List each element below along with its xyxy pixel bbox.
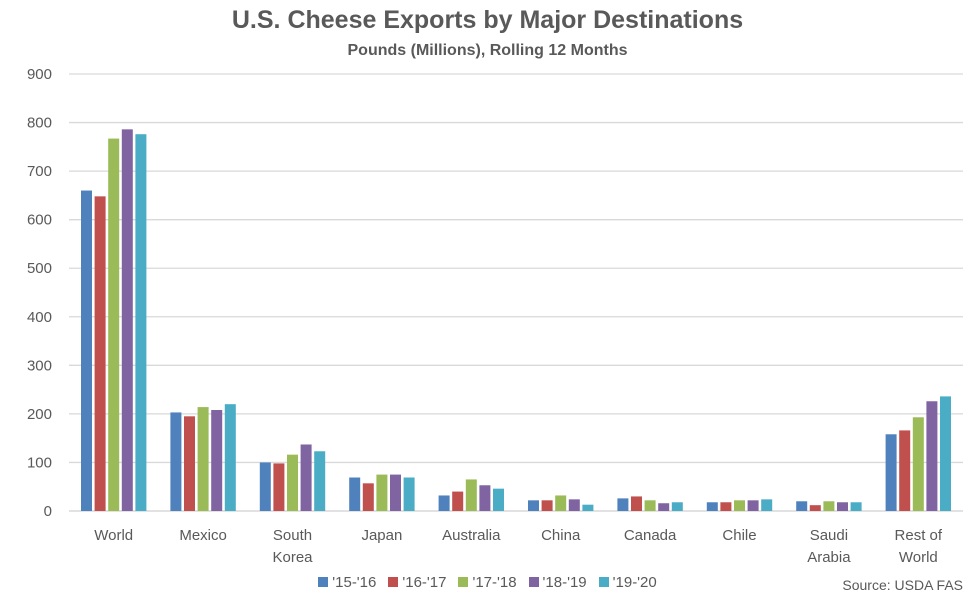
bar bbox=[273, 463, 285, 511]
bar bbox=[644, 500, 656, 511]
bar bbox=[940, 396, 951, 511]
chart-title: U.S. Cheese Exports by Major Destination… bbox=[231, 6, 744, 34]
bar bbox=[617, 498, 629, 511]
bar bbox=[809, 505, 821, 511]
legend: '15-'16 '16-'17 '17-'18 '18-'19 '19-'20 bbox=[0, 574, 975, 591]
bar bbox=[170, 412, 182, 511]
y-tick-label: 500 bbox=[27, 260, 52, 277]
bar bbox=[734, 500, 745, 511]
bar bbox=[94, 196, 106, 512]
bar bbox=[184, 416, 195, 511]
bar bbox=[287, 454, 298, 511]
bar bbox=[720, 502, 732, 511]
x-tick-label: China bbox=[541, 527, 581, 544]
bar bbox=[555, 495, 567, 511]
y-tick-label: 800 bbox=[27, 115, 52, 132]
x-tick-label: Chile bbox=[722, 527, 756, 544]
x-tick-label: World bbox=[899, 549, 938, 566]
x-tick-label: Rest of bbox=[895, 527, 943, 544]
bar bbox=[135, 134, 147, 511]
legend-item: '18-'19 bbox=[528, 574, 587, 591]
bar bbox=[912, 417, 924, 511]
bar bbox=[438, 495, 450, 511]
bar bbox=[211, 410, 223, 511]
chart-subtitle: Pounds (Millions), Rolling 12 Months bbox=[347, 42, 628, 59]
x-tick-label: South bbox=[273, 527, 312, 544]
bar bbox=[224, 404, 236, 511]
bar bbox=[706, 502, 718, 511]
legend-item: '19-'20 bbox=[598, 574, 657, 591]
legend-label: '19-'20 bbox=[612, 574, 657, 591]
bar bbox=[796, 501, 808, 511]
bar bbox=[837, 502, 848, 511]
bar bbox=[314, 451, 326, 511]
x-tick-label: Korea bbox=[272, 549, 313, 566]
bar bbox=[658, 503, 670, 511]
y-tick-label: 600 bbox=[27, 212, 52, 229]
bar bbox=[376, 474, 388, 511]
bar bbox=[259, 462, 271, 511]
legend-swatch bbox=[318, 577, 329, 587]
x-tick-label: World bbox=[94, 527, 133, 544]
bar bbox=[528, 500, 539, 511]
bar bbox=[452, 491, 464, 511]
x-tick-label: Australia bbox=[442, 527, 501, 544]
bar bbox=[479, 485, 491, 511]
bar bbox=[121, 129, 133, 511]
bar bbox=[81, 190, 92, 512]
bar bbox=[349, 477, 361, 511]
bar bbox=[582, 504, 594, 511]
legend-label: '18-'19 bbox=[542, 574, 587, 591]
legend-item: '16-'17 bbox=[388, 574, 446, 591]
bar bbox=[761, 499, 773, 511]
x-tick-label: Mexico bbox=[179, 527, 227, 544]
bar bbox=[850, 502, 862, 511]
bar bbox=[465, 479, 477, 511]
bar bbox=[541, 500, 553, 511]
y-tick-label: 300 bbox=[27, 357, 52, 374]
bar bbox=[671, 502, 683, 511]
y-tick-label: 400 bbox=[27, 309, 52, 326]
bar bbox=[390, 474, 401, 511]
x-tick-label: Saudi bbox=[810, 527, 848, 544]
bar bbox=[885, 434, 897, 511]
legend-label: '16-'17 bbox=[402, 574, 447, 591]
bar bbox=[300, 444, 312, 511]
legend-swatch bbox=[458, 577, 469, 587]
bar bbox=[362, 483, 374, 511]
legend-label: '17-'18 bbox=[472, 574, 517, 591]
bar bbox=[747, 500, 759, 511]
x-tick-label: Canada bbox=[624, 527, 677, 544]
y-tick-label: 700 bbox=[27, 163, 52, 180]
bar bbox=[108, 138, 120, 511]
source-note: Source: USDA FAS bbox=[842, 577, 963, 593]
bar bbox=[403, 477, 415, 511]
legend-label: '15-'16 bbox=[332, 574, 377, 591]
legend-item: '17-'18 bbox=[458, 574, 517, 591]
y-tick-label: 200 bbox=[27, 406, 52, 423]
legend-swatch bbox=[598, 577, 609, 587]
y-tick-label: 0 bbox=[44, 503, 52, 520]
y-tick-label: 100 bbox=[27, 454, 52, 471]
bar bbox=[493, 488, 504, 511]
bar bbox=[631, 496, 642, 511]
bar bbox=[197, 407, 209, 511]
bar bbox=[899, 430, 911, 511]
x-tick-label: Arabia bbox=[807, 549, 851, 566]
legend-swatch bbox=[388, 577, 399, 587]
bar bbox=[823, 501, 835, 511]
x-tick-label: Japan bbox=[361, 527, 402, 544]
bar bbox=[926, 401, 938, 511]
legend-item: '15-'16 bbox=[318, 574, 376, 591]
y-tick-label: 900 bbox=[27, 66, 52, 83]
bar bbox=[568, 499, 580, 511]
legend-swatch bbox=[528, 577, 539, 587]
